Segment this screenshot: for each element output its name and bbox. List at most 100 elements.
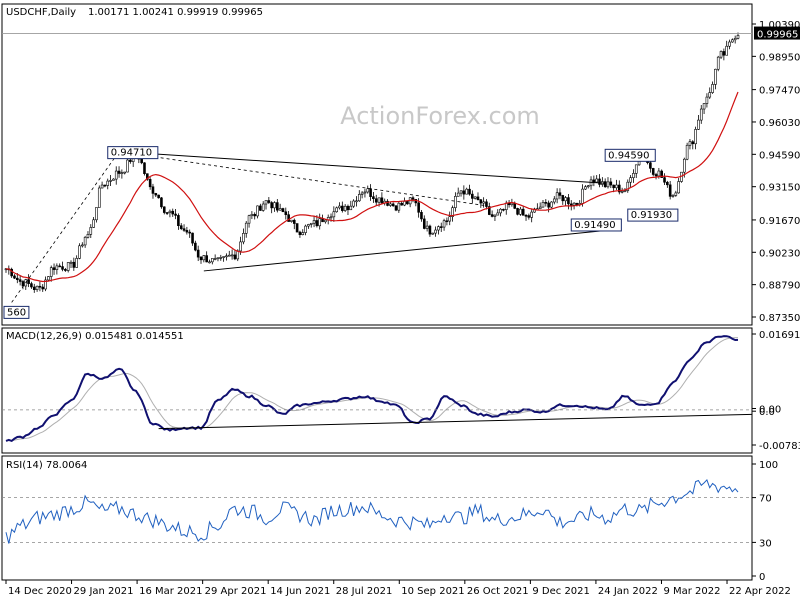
candle-body bbox=[281, 208, 285, 213]
candle-body bbox=[487, 206, 491, 215]
macd-tick-label: -0.007839 bbox=[759, 441, 800, 452]
candle-body bbox=[538, 206, 542, 210]
candle-body bbox=[312, 220, 316, 224]
candle-body bbox=[69, 261, 73, 264]
candle-body bbox=[230, 254, 234, 257]
candle-body bbox=[343, 205, 347, 211]
candle-body bbox=[27, 279, 30, 284]
price-tick-label: 0.88790 bbox=[759, 281, 800, 292]
candle-body bbox=[372, 196, 375, 200]
candle-body bbox=[100, 184, 104, 189]
candle-body bbox=[75, 258, 78, 268]
rsi-line bbox=[5, 478, 739, 544]
candle-body bbox=[462, 190, 466, 195]
candle-body bbox=[471, 193, 474, 199]
candle-body bbox=[276, 202, 279, 211]
candle-body bbox=[711, 84, 714, 93]
candle-body bbox=[146, 173, 149, 180]
candle-body bbox=[632, 173, 635, 178]
x-tick-label: 24 Jan 2022 bbox=[598, 586, 658, 597]
candle-body bbox=[431, 232, 435, 235]
candle-body bbox=[41, 286, 45, 290]
candle-body bbox=[660, 170, 663, 178]
candle-body bbox=[451, 207, 454, 217]
candle-body bbox=[304, 225, 307, 233]
candle-body bbox=[674, 192, 678, 196]
x-tick-label: 14 Dec 2020 bbox=[8, 586, 72, 597]
candle-body bbox=[13, 275, 16, 279]
candle-body bbox=[55, 265, 59, 270]
candle-body bbox=[569, 203, 573, 206]
candle-body bbox=[555, 192, 559, 200]
candle-body bbox=[191, 232, 194, 244]
x-tick-label: 29 Jan 2021 bbox=[74, 586, 134, 597]
candle-body bbox=[179, 225, 183, 229]
candle-body bbox=[598, 178, 601, 185]
candle-body bbox=[454, 196, 457, 208]
candle-body bbox=[714, 68, 717, 85]
candle-body bbox=[620, 190, 624, 193]
current-price-label: 0.99965 bbox=[757, 30, 798, 41]
x-tick-label: 16 Mar 2021 bbox=[139, 586, 202, 597]
candle-body bbox=[445, 220, 449, 223]
candle-body bbox=[196, 249, 200, 258]
candle-body bbox=[72, 261, 76, 268]
candle-body bbox=[205, 255, 208, 263]
watermark-text: ActionForex.com bbox=[340, 102, 540, 130]
candle-body bbox=[496, 212, 500, 216]
candle-body bbox=[32, 286, 36, 291]
candle-body bbox=[567, 197, 570, 205]
candle-body bbox=[202, 255, 206, 261]
candle-body bbox=[374, 198, 378, 203]
candle-body bbox=[420, 211, 423, 220]
candle-body bbox=[572, 202, 576, 206]
candle-body bbox=[685, 144, 689, 160]
candle-body bbox=[332, 211, 336, 218]
x-tick-label: 28 Jul 2021 bbox=[336, 586, 393, 597]
candle-body bbox=[728, 41, 731, 47]
candle-body bbox=[663, 177, 666, 183]
candle-body bbox=[123, 171, 127, 174]
x-tick-label: 9 Dec 2021 bbox=[532, 586, 590, 597]
candle-body bbox=[114, 170, 118, 180]
candle-body bbox=[120, 172, 124, 174]
candle-body bbox=[615, 184, 618, 189]
candle-body bbox=[273, 202, 276, 209]
candle-body bbox=[654, 174, 658, 177]
candle-body bbox=[355, 200, 358, 203]
candle-body bbox=[106, 180, 110, 186]
candle-body bbox=[702, 103, 706, 110]
candle-body bbox=[216, 257, 220, 260]
candle-body bbox=[247, 215, 251, 224]
candle-body bbox=[490, 214, 494, 217]
candle-body bbox=[442, 220, 446, 228]
candle-body bbox=[83, 236, 87, 246]
price-panel-frame bbox=[1, 3, 753, 326]
candle-body bbox=[360, 192, 364, 195]
price-tick-label: 0.93150 bbox=[759, 183, 800, 194]
candle-body bbox=[468, 188, 471, 195]
candle-body bbox=[346, 205, 350, 211]
candle-body bbox=[140, 158, 143, 164]
candle-body bbox=[394, 205, 398, 211]
candle-body bbox=[465, 188, 468, 195]
candle-body bbox=[261, 203, 265, 211]
candle-body bbox=[162, 206, 166, 213]
candle-body bbox=[126, 159, 129, 173]
candle-body bbox=[318, 218, 322, 227]
candle-body bbox=[298, 231, 302, 235]
annotation-0-94590-box bbox=[604, 148, 656, 162]
candle-body bbox=[129, 159, 132, 162]
candle-body bbox=[52, 267, 56, 270]
candle-body bbox=[403, 201, 406, 206]
rsi-tick-label: 70 bbox=[759, 494, 772, 505]
candle-body bbox=[16, 277, 19, 280]
candle-body bbox=[103, 184, 107, 187]
candle-body bbox=[49, 267, 53, 277]
rsi-header: RSI(14) 78.0064 bbox=[6, 460, 87, 471]
candle-body bbox=[389, 203, 392, 206]
macd-tick-label: 0.0 bbox=[759, 407, 775, 418]
candle-body bbox=[81, 244, 84, 247]
candle-body bbox=[434, 229, 437, 234]
candle-body bbox=[292, 219, 296, 224]
